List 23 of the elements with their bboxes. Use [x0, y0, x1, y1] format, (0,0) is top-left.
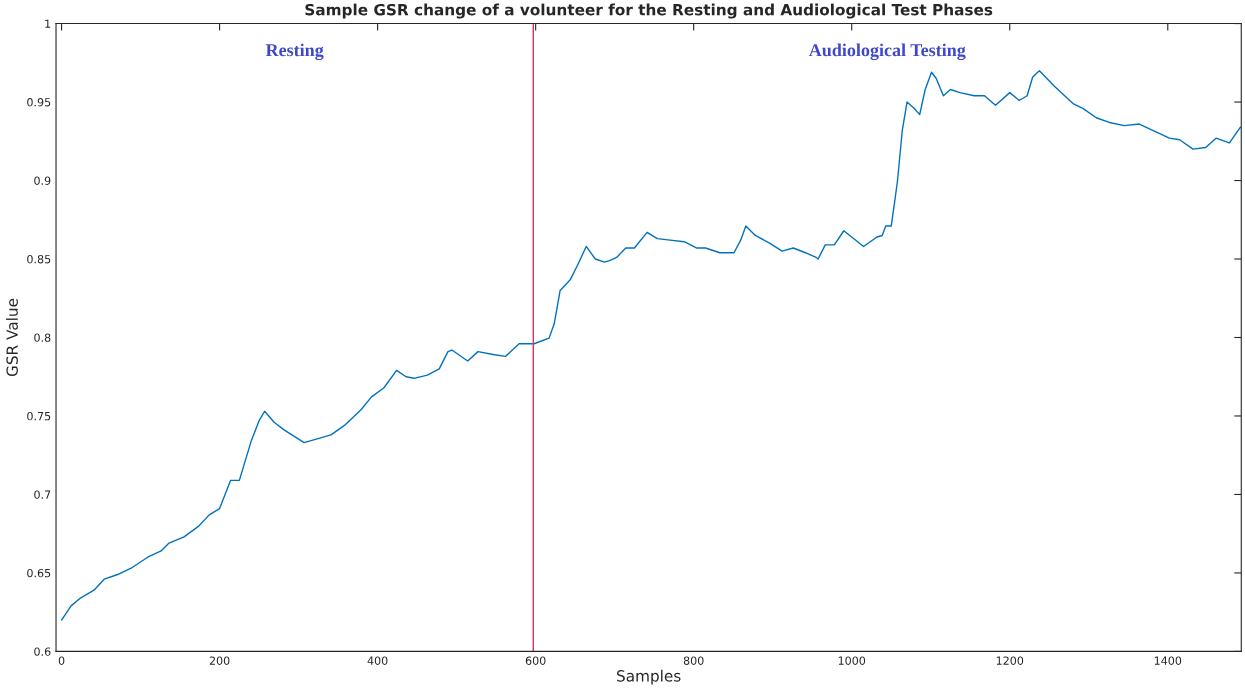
y-tick-label: 0.8 [34, 333, 51, 342]
chart-title: Sample GSR change of a volunteer for the Resting and Audiological Test Phases [305, 3, 993, 19]
annotation: Resting [265, 43, 324, 61]
y-tick-label: 0.9 [34, 176, 51, 185]
x-tick-label: 1000 [838, 656, 866, 665]
y-tick-label: 0.85 [27, 254, 51, 264]
x-tick-label: 1400 [1154, 656, 1182, 665]
x-tick-label: 0 [58, 656, 65, 665]
y-tick-label: 0.75 [27, 411, 51, 421]
x-tick-label: 800 [683, 656, 704, 665]
annotation: Audiological Testing [808, 43, 966, 61]
y-tick-label: 0.7 [34, 490, 51, 499]
y-tick-label: 0.65 [27, 568, 51, 578]
x-tick-label: 200 [209, 656, 230, 665]
y-axis-title: GSR Value [6, 298, 18, 377]
y-tick-label: 1 [45, 19, 51, 28]
x-tick-label: 1200 [996, 656, 1024, 665]
y-tick-label: 0.95 [27, 98, 51, 107]
x-tick-label: 400 [367, 656, 388, 665]
x-axis-title: Samples [617, 669, 681, 685]
line-series [60, 69, 1242, 621]
y-tick-label: 0.6 [34, 647, 51, 656]
x-tick-label: 600 [525, 656, 546, 665]
